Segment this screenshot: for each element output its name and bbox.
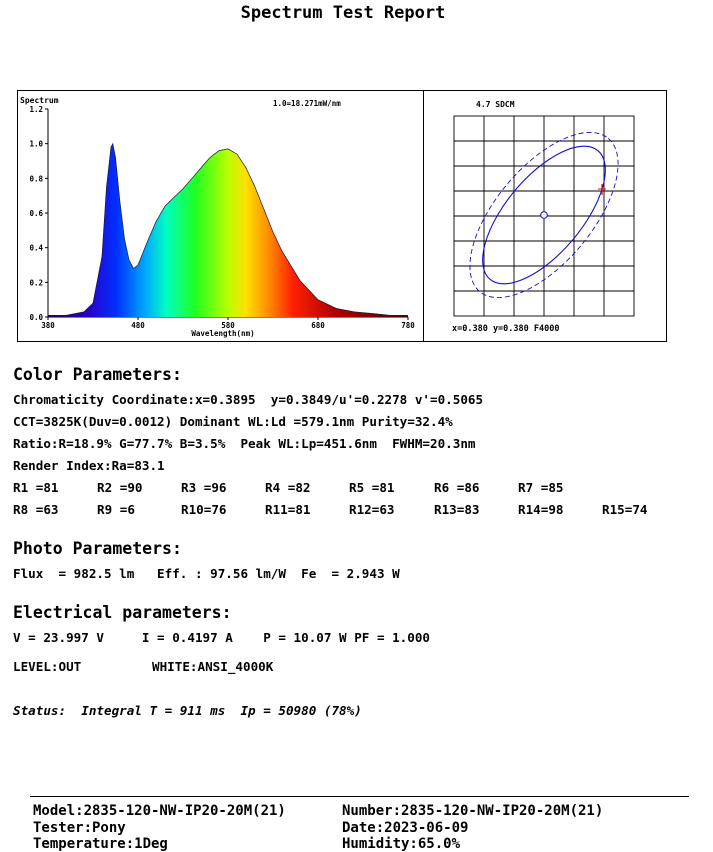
- r-value: R9 =6: [97, 502, 135, 517]
- report-title: Spectrum Test Report: [240, 3, 446, 23]
- footer-date: Date:2023-06-09: [342, 820, 469, 836]
- electrical-parameters-heading: Electrical parameters:: [13, 603, 232, 622]
- r-value: R14=98: [518, 502, 564, 517]
- y-tick-label: 0.2: [29, 278, 43, 287]
- footer-divider: [30, 796, 689, 797]
- chromaticity-line: Chromaticity Coordinate:x=0.3895 y=0.384…: [13, 392, 484, 407]
- r-value: R5 =81: [349, 480, 395, 495]
- footer-number: Number:2835-120-NW-IP20-20M(21): [342, 803, 604, 819]
- spectrum-line: [48, 142, 408, 316]
- r-value: R4 =82: [265, 480, 311, 495]
- level-text: LEVEL:OUT: [13, 659, 82, 674]
- r-value: R12=63: [349, 502, 395, 517]
- scale-note: 1.0=18.271mW/nm: [273, 99, 341, 108]
- x-axis-label: Wavelength(nm): [191, 329, 254, 338]
- x-tick-label: 680: [311, 321, 325, 330]
- status-line: Status: Integral T = 911 ms Ip = 50980 (…: [13, 703, 362, 718]
- r-value: R15=74: [602, 502, 648, 517]
- r-value: R13=83: [434, 502, 480, 517]
- spectrum-chart: 0.0 0.2 0.4 0.6 0.8 1.0 1.2 380 480 580 680 780 Spe…: [20, 96, 415, 338]
- r-value: R8 =63: [13, 502, 59, 517]
- x-tick-label: 780: [401, 321, 415, 330]
- render-index-line: Render Index:Ra=83.1: [13, 458, 165, 473]
- spectrum-panel: 0.0 0.2 0.4 0.6 0.8 1.0 1.2 380 480 580 680 780 Spe…: [17, 90, 425, 342]
- r-value: R3 =96: [181, 480, 227, 495]
- ratio-line: Ratio:R=18.9% G=77.7% B=3.5% Peak WL:Lp=…: [13, 436, 476, 451]
- y-tick-label: 0.6: [29, 209, 43, 218]
- white-text: WHITE:ANSI_4000K: [152, 659, 274, 674]
- r-value: R7 =85: [518, 480, 564, 495]
- spectrum-label: Spectrum: [20, 96, 59, 105]
- r-value: R6 =86: [434, 480, 480, 495]
- y-tick-label: 1.2: [29, 105, 43, 114]
- x-tick-label: 580: [221, 321, 235, 330]
- footer-tester: Tester:Pony: [33, 820, 126, 836]
- r-value: R2 =90: [97, 480, 143, 495]
- y-tick-label: 0.8: [29, 174, 43, 183]
- y-tick-label: 0.4: [29, 244, 43, 253]
- center-point: [540, 211, 548, 219]
- spectrum-area: [48, 143, 408, 317]
- footer-model: Model:2835-120-NW-IP20-20M(21): [33, 803, 286, 819]
- photo-line: Flux = 982.5 lm Eff. : 97.56 lm/W Fe = 2…: [13, 566, 400, 581]
- x-tick-label: 480: [131, 321, 145, 330]
- cct-line: CCT=3825K(Duv=0.0012) Dominant WL:Ld =57…: [13, 414, 453, 429]
- sdcm-panel: 4.7 SDCM x=0.380 y=0.380 F4000: [423, 90, 667, 342]
- y-tick-label: 0.0: [29, 313, 43, 322]
- electrical-line: V = 23.997 V I = 0.4197 A P = 10.07 W PF…: [13, 630, 431, 645]
- sdcm-grid: [453, 115, 635, 317]
- r-value: R1 =81: [13, 480, 59, 495]
- photo-parameters-heading: Photo Parameters:: [13, 539, 182, 558]
- r-value: R11=81: [265, 502, 311, 517]
- footer-humidity: Humidity:65.0%: [342, 836, 461, 852]
- footer-temperature: Temperature:1Deg: [33, 836, 168, 852]
- sdcm-coord-text: x=0.380 y=0.380 F4000: [452, 324, 559, 334]
- sdcm-chart: 4.7 SDCM x=0.380 y=0.380 F4000: [452, 100, 635, 334]
- x-tick-label: 380: [41, 321, 55, 330]
- sdcm-label: 4.7 SDCM: [476, 100, 515, 109]
- r-value: R10=76: [181, 502, 227, 517]
- sdcm-ellipse-inner: [482, 145, 606, 285]
- y-tick-label: 1.0: [29, 140, 43, 149]
- color-parameters-heading: Color Parameters:: [13, 365, 182, 384]
